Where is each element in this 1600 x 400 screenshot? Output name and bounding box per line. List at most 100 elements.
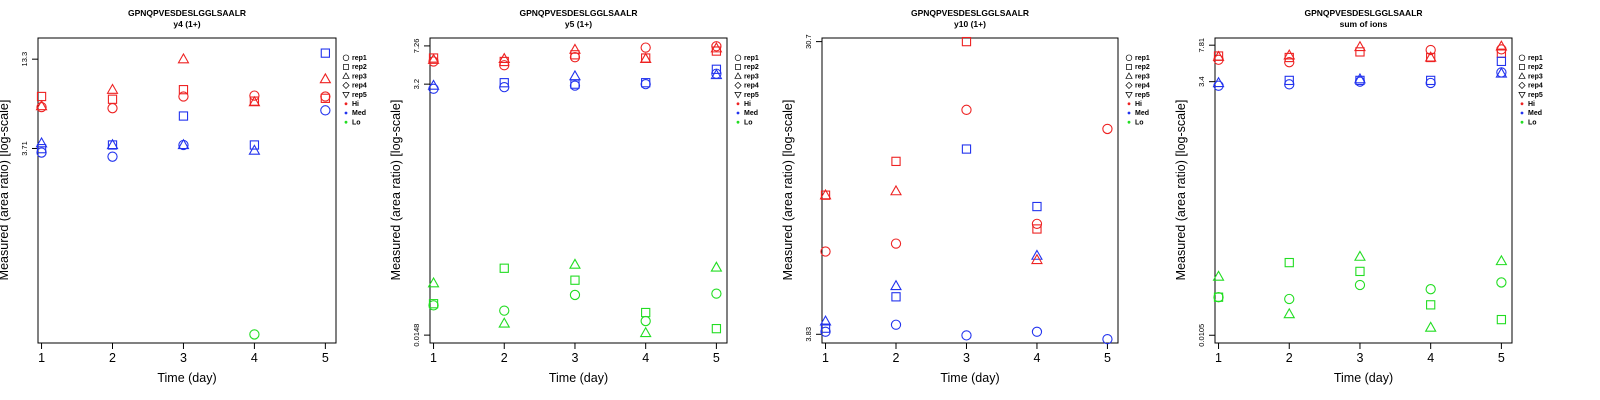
- chart-title: GPNQPVESDESLGGLSAALR: [911, 8, 1029, 18]
- data-point: [499, 78, 509, 88]
- y-axis-label: Measured (area ratio) [log-scale]: [389, 100, 403, 281]
- legend-marker: [734, 54, 742, 61]
- x-axis-label: Time (day): [157, 371, 216, 385]
- data-point: [819, 315, 832, 326]
- data-point: [107, 151, 118, 162]
- legend-marker: [344, 111, 348, 115]
- data-point: [106, 83, 119, 94]
- data-point: [498, 317, 511, 328]
- data-point: [1354, 72, 1366, 84]
- chart-title: GPNQPVESDESLGGLSAALR: [1304, 8, 1422, 18]
- legend-label: Med: [744, 110, 758, 117]
- x-tick-label: 2: [501, 351, 508, 365]
- legend-marker: [1518, 81, 1526, 89]
- legend-marker: [735, 64, 741, 70]
- data-point: [710, 261, 723, 272]
- data-point: [1284, 293, 1295, 305]
- data-point: [820, 323, 831, 333]
- x-tick-label: 1: [1215, 351, 1222, 365]
- data-point: [711, 288, 722, 299]
- data-point: [711, 46, 722, 56]
- legend-marker: [1520, 120, 1524, 124]
- data-point: [640, 42, 651, 53]
- data-point: [1425, 44, 1436, 56]
- y-axis-label: Measured (area ratio) [log-scale]: [781, 100, 795, 281]
- data-point: [961, 330, 972, 341]
- data-point: [961, 144, 972, 154]
- data-point: [1283, 49, 1296, 60]
- legend-label: Med: [1135, 110, 1149, 117]
- legend-marker: [734, 81, 742, 89]
- data-point: [249, 140, 260, 150]
- plot-frame: [37, 37, 337, 344]
- legend-marker: [1125, 92, 1133, 99]
- legend-label: Lo: [744, 119, 753, 126]
- x-axis-label: Time (day): [940, 371, 999, 385]
- data-point: [36, 147, 47, 158]
- data-point: [1425, 284, 1436, 295]
- data-point: [1284, 257, 1294, 268]
- data-point: [641, 307, 651, 318]
- chart-title: GPNQPVESDESLGGLSAALR: [128, 8, 246, 18]
- data-point: [1426, 75, 1436, 86]
- legend-marker: [342, 54, 350, 61]
- y-axis-label: Measured (area ratio) [log-scale]: [1174, 100, 1188, 281]
- data-point: [1355, 266, 1365, 277]
- x-tick-label: 4: [251, 351, 258, 365]
- chart-subtitle: sum of ions: [1340, 19, 1388, 29]
- x-tick-label: 3: [180, 351, 187, 365]
- data-point: [819, 188, 832, 200]
- data-point: [1496, 314, 1507, 325]
- chart-subtitle: y5 (1+): [565, 19, 592, 29]
- legend-label: rep3: [1528, 73, 1543, 80]
- legend-marker: [1519, 64, 1525, 70]
- legend-marker: [1125, 81, 1133, 89]
- legend: rep1 rep2 rep3 rep4 rep5 Hi Med Lo: [734, 54, 759, 126]
- legend: rep1 rep2 rep3 rep4 rep5 Hi Med Lo: [342, 54, 367, 126]
- legend-label: Hi: [744, 101, 751, 108]
- data-point: [711, 64, 722, 74]
- x-tick-label: 1: [822, 351, 829, 365]
- data-point: [1496, 56, 1507, 67]
- y-tick-label: 30.7: [804, 34, 813, 49]
- legend-label: Hi: [1528, 101, 1535, 108]
- data-point: [1284, 79, 1295, 90]
- x-axis-label: Time (day): [549, 371, 608, 385]
- y-tick-label: 7.26: [412, 39, 421, 54]
- x-tick-label: 3: [1356, 351, 1363, 365]
- data-point: [320, 91, 331, 102]
- data-point: [710, 68, 723, 80]
- legend-label: rep1: [352, 55, 367, 62]
- y-tick-label: 3.71: [20, 141, 29, 156]
- legend-marker: [344, 102, 348, 106]
- x-tick-label: 3: [963, 351, 970, 365]
- legend-label: rep3: [744, 73, 759, 80]
- data-point: [498, 52, 511, 64]
- legend-marker: [736, 120, 740, 124]
- legend-marker: [736, 111, 740, 115]
- legend: rep1 rep2 rep3 rep4 rep5 Hi Med Lo: [1518, 54, 1543, 126]
- data-point: [428, 300, 439, 311]
- x-tick-label: 5: [713, 351, 720, 365]
- data-point: [1425, 77, 1436, 89]
- data-point: [1284, 75, 1294, 86]
- legend-label: rep4: [744, 83, 759, 90]
- data-point: [499, 305, 510, 316]
- data-point: [35, 99, 48, 111]
- data-point: [1031, 249, 1043, 260]
- x-tick-label: 2: [1286, 351, 1293, 365]
- data-point: [248, 144, 261, 155]
- legend-label: Lo: [1135, 119, 1144, 126]
- data-point: [1212, 270, 1225, 281]
- legend-label: Med: [1528, 110, 1542, 117]
- legend-marker: [1518, 72, 1526, 79]
- legend-label: rep5: [352, 92, 367, 99]
- legend-marker: [342, 92, 350, 99]
- data-point: [569, 52, 581, 63]
- x-tick-label: 1: [430, 351, 437, 365]
- data-point: [711, 41, 722, 52]
